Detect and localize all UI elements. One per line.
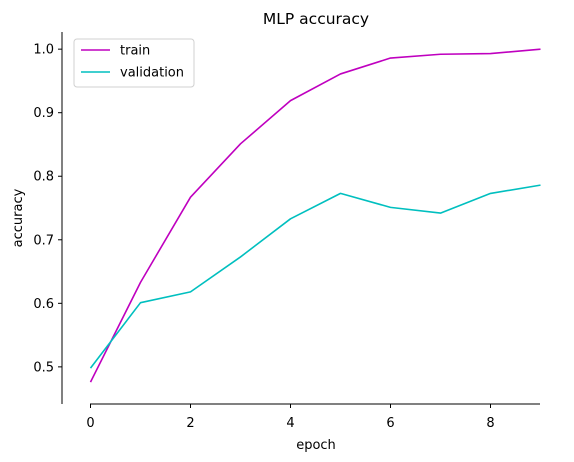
y-tick-label: 1.0 — [33, 43, 54, 58]
y-tick-label: 0.6 — [33, 297, 54, 312]
y-ticks: 0.5 0.6 0.7 0.8 0.9 1.0 — [33, 43, 62, 375]
x-tick-label: 8 — [486, 416, 494, 431]
y-tick-label: 0.8 — [33, 170, 54, 185]
plot-area: 0.5 0.6 0.7 0.8 0.9 1.0 0 2 4 6 8 — [33, 32, 541, 431]
series-line-validation — [89, 184, 541, 369]
series-line-train — [89, 48, 541, 383]
x-ticks: 0 2 4 6 8 — [86, 404, 495, 431]
chart-title: MLP accuracy — [263, 10, 369, 28]
y-axis-label: accuracy — [11, 188, 26, 247]
y-tick-label: 0.7 — [33, 233, 54, 248]
y-tick-label: 0.5 — [33, 360, 54, 375]
series-lines — [89, 48, 541, 383]
legend-label-validation: validation — [120, 66, 184, 81]
x-tick-label: 4 — [286, 416, 294, 431]
x-tick-label: 6 — [386, 416, 394, 431]
x-axis-label: epoch — [296, 438, 336, 453]
y-tick-label: 0.9 — [33, 106, 54, 121]
legend-box — [73, 38, 195, 88]
legend-label-train: train — [120, 44, 150, 59]
legend: train validation — [73, 38, 195, 88]
x-tick-label: 2 — [186, 416, 194, 431]
x-tick-label: 0 — [86, 416, 94, 431]
